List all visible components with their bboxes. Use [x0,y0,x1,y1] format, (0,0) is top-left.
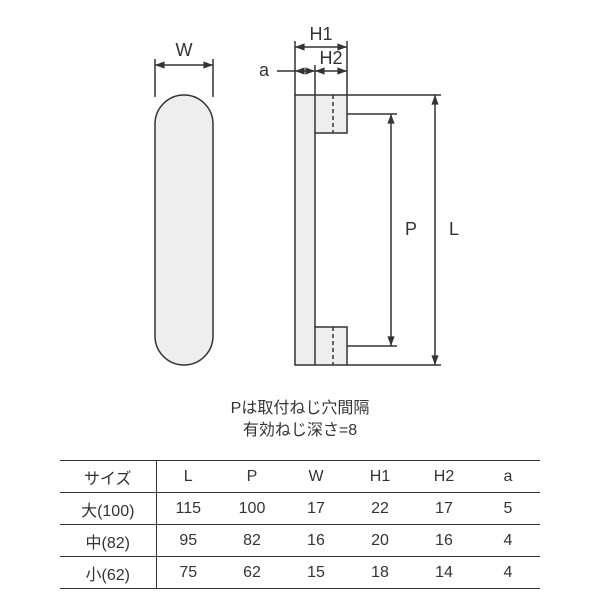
td-P: 62 [220,557,284,589]
th-L: L [156,461,220,493]
technical-diagram: Wa H2 H1 P L [0,0,600,400]
td-size: 中(82) [60,525,156,557]
td-W: 15 [284,557,348,589]
th-a: a [476,461,540,493]
svg-text:P: P [405,219,417,239]
td-H2: 17 [412,493,476,525]
th-H2: H2 [412,461,476,493]
table-row: 中(82) 95 82 16 20 16 4 [60,525,540,557]
td-a: 4 [476,525,540,557]
svg-text:W: W [176,40,193,60]
td-H1: 18 [348,557,412,589]
page-root: WaH2H1PL Pは取付ねじ穴間隔 有効ねじ深さ=8 サイズ L P W H1… [0,0,600,600]
td-H1: 20 [348,525,412,557]
th-P: P [220,461,284,493]
td-H2: 16 [412,525,476,557]
note-line-1: Pは取付ねじ穴間隔 [231,400,370,417]
note-block: Pは取付ねじ穴間隔 有効ねじ深さ=8 [0,398,600,441]
td-P: 100 [220,493,284,525]
svg-text:L: L [449,219,459,239]
side-view-shape [295,95,347,365]
table-row: 大(100) 115 100 17 22 17 5 [60,493,540,525]
td-W: 17 [284,493,348,525]
front-view-shape [155,95,213,365]
svg-text:H1: H1 [309,24,332,44]
th-W: W [284,461,348,493]
th-size: サイズ [60,461,156,493]
td-H1: 22 [348,493,412,525]
svg-text:a: a [259,60,270,80]
td-L: 95 [156,525,220,557]
td-a: 5 [476,493,540,525]
td-L: 115 [156,493,220,525]
table-header-row: サイズ L P W H1 H2 a [60,461,540,493]
note-line-2: 有効ねじ深さ=8 [243,422,357,439]
svg-text:H2: H2 [319,48,342,68]
th-H1: H1 [348,461,412,493]
table-row: 小(62) 75 62 15 18 14 4 [60,557,540,589]
spec-table: サイズ L P W H1 H2 a 大(100) 115 100 17 22 1… [60,460,540,589]
td-a: 4 [476,557,540,589]
td-H2: 14 [412,557,476,589]
td-size: 大(100) [60,493,156,525]
td-L: 75 [156,557,220,589]
td-size: 小(62) [60,557,156,589]
td-P: 82 [220,525,284,557]
td-W: 16 [284,525,348,557]
